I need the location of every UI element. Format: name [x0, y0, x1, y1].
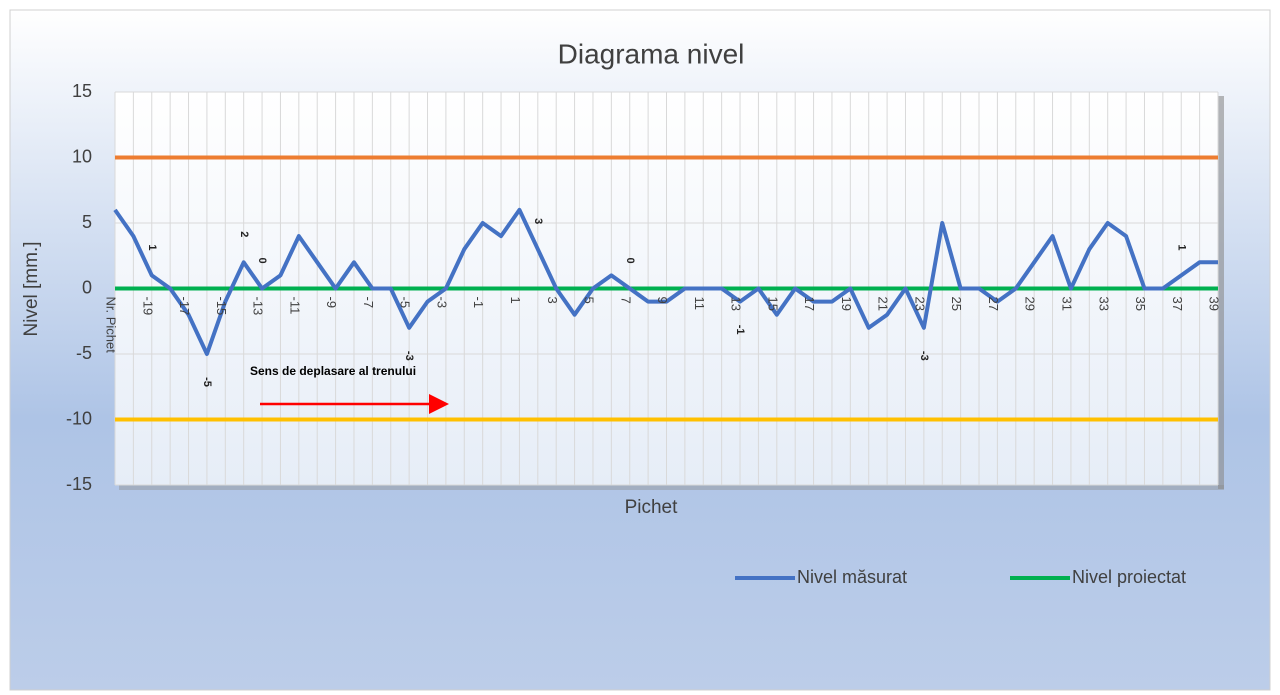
x-tick-label: 9 [655, 297, 670, 304]
y-tick-label: 10 [72, 146, 92, 166]
y-tick-label: 5 [82, 212, 92, 232]
x-tick-label: Nr. Pichet [104, 297, 119, 354]
x-tick-label: -17 [177, 297, 192, 316]
x-tick-label: 31 [1059, 297, 1074, 311]
data-label: 0 [256, 257, 268, 263]
data-label: 1 [1175, 244, 1187, 250]
x-tick-label: 19 [839, 297, 854, 311]
x-tick-label: 1 [508, 297, 523, 304]
data-label: 3 [532, 218, 544, 224]
x-tick-label: -3 [434, 297, 449, 309]
y-axis-label: Nivel [mm.] [21, 242, 42, 337]
x-tick-label: -7 [361, 297, 376, 309]
y-tick-label: 15 [72, 81, 92, 101]
x-tick-label: -5 [398, 297, 413, 309]
x-tick-label: 15 [765, 297, 780, 311]
x-tick-label: 17 [802, 297, 817, 311]
y-tick-label: -15 [66, 474, 92, 494]
x-tick-label: 13 [729, 297, 744, 311]
x-tick-label: 29 [1023, 297, 1038, 311]
x-tick-label: 3 [545, 297, 560, 304]
y-tick-label: -10 [66, 408, 92, 428]
x-tick-label: -9 [324, 297, 339, 309]
x-tick-label: 39 [1207, 297, 1222, 311]
x-axis-label: Pichet [625, 497, 679, 518]
x-tick-label: 35 [1133, 297, 1148, 311]
x-tick-label: 27 [986, 297, 1001, 311]
legend-label: Nivel măsurat [797, 567, 907, 587]
data-label: -5 [201, 377, 213, 387]
x-tick-label: 37 [1170, 297, 1185, 311]
x-tick-label: 33 [1096, 297, 1111, 311]
plot-shadow [119, 485, 1224, 490]
data-label: -3 [918, 351, 930, 361]
x-tick-label: -1 [471, 297, 486, 309]
data-label: -3 [403, 351, 415, 361]
data-label: 0 [624, 257, 636, 263]
annotation: Sens de deplasare al trenului [250, 364, 416, 378]
data-line [113, 207, 1218, 356]
x-tick-label: 5 [582, 297, 597, 304]
x-tick-label: -11 [287, 297, 302, 315]
x-tick-label: -15 [214, 297, 229, 316]
x-tick-label: 11 [692, 297, 707, 311]
x-tick-label: -19 [140, 297, 155, 316]
data-label: 2 [238, 231, 250, 237]
y-tick-label: -5 [76, 343, 92, 363]
x-tick-label: 25 [949, 297, 964, 311]
y-tick-label: 0 [82, 277, 92, 297]
x-tick-label: 7 [618, 297, 633, 304]
x-tick-label: 21 [876, 297, 891, 311]
plot-shadow [1218, 96, 1224, 489]
legend-label: Nivel proiectat [1072, 567, 1186, 587]
chart-title: Diagrama nivel [558, 38, 745, 69]
data-label: -1 [734, 325, 746, 335]
x-tick-label: 23 [912, 297, 927, 311]
data-label: 1 [146, 244, 158, 250]
x-tick-label: -13 [251, 297, 266, 316]
